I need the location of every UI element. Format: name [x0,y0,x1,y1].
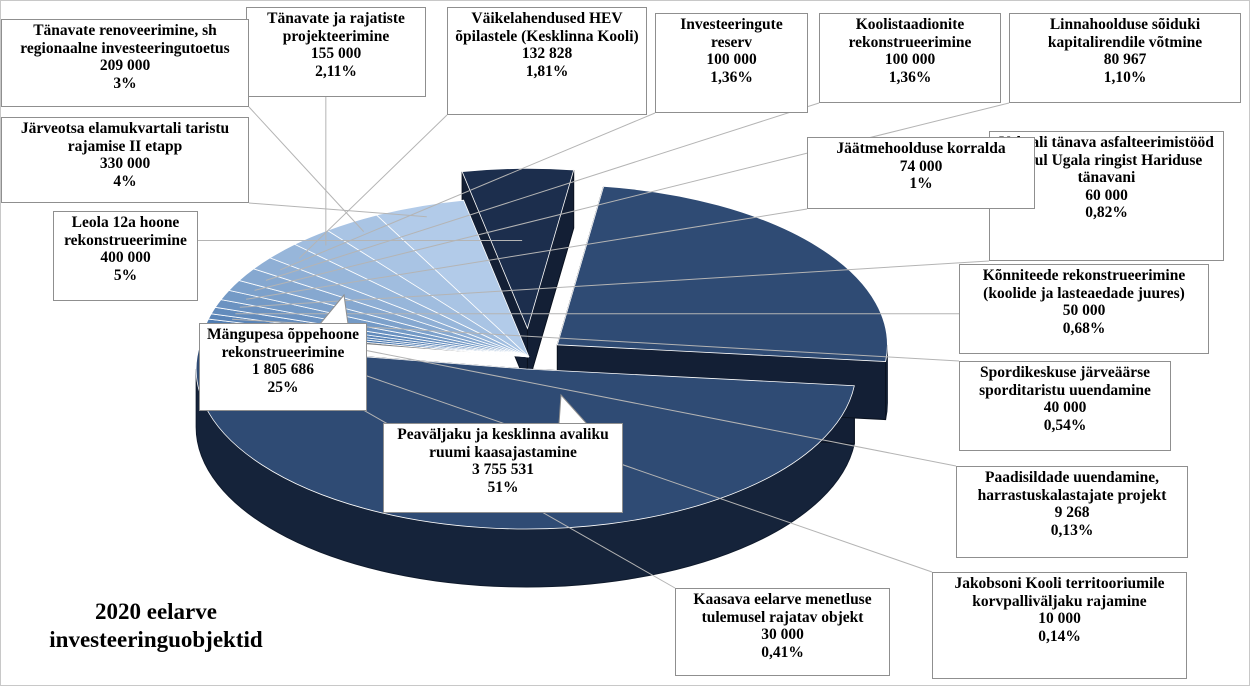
data-label-value: 80 967 [1103,51,1147,68]
leader-line-vaksali [239,260,990,308]
data-label-name: Jäätmehoolduse korralda [836,140,1006,157]
data-label-value: 3 755 531 [472,461,534,478]
data-label-mangupesa: Mängupesa õppehoone rekonstrueerimine 1 8… [199,323,367,411]
data-label-value: 60 000 [1085,186,1128,204]
data-label-percent: 1,36% [888,68,932,86]
data-label-jarveotsa: Järveotsa elamukvartali taristu rajamise… [1,117,249,203]
data-label-value: 1 805 686 [252,361,314,378]
data-label-vaikelahendused: Väikelahendused HEV õpilastele (Kesklinn… [447,7,647,115]
slice-mangupesa [556,185,888,362]
chart-title: 2020 eelarve investeeringuobjektid [49,599,263,652]
data-label-value: 209 000 [99,57,151,74]
data-label-percent: 0,41% [761,643,804,661]
data-label-percent: 1% [909,175,933,192]
data-label-percent: 0,82% [1085,204,1128,221]
data-label-jakobsoni: Jakobsoni Kooli territooriumile korvpall… [932,572,1187,679]
data-label-name: Linnahoolduse sõiduki kapitalirendile võ… [1047,16,1203,51]
data-label-investeeringute: Investeeringute reserv 100 000 1,36% [655,13,808,113]
data-label-linnahoolduse: Linnahoolduse sõiduki kapitalirendile võ… [1009,13,1241,103]
data-label-value: 155 000 [310,45,362,62]
data-label-tanavate-rajatiste: Tänavate ja rajatiste projekteerimine 155… [246,7,426,97]
data-label-percent: 3% [113,74,137,92]
data-label-name: Tänavate renoveerimine, sh regionaalne i… [20,22,230,57]
data-label-percent: 1,10% [1103,68,1147,86]
data-label-name: Vaksali tänava asfalteerimistööd lõigul … [999,134,1214,186]
data-label-kaasava: Kaasava eelarve menetluse tulemusel raja… [675,588,890,676]
data-label-value: 400 000 [100,249,151,266]
data-label-name: Kõnniteede rekonstrueerimine (koolide ja… [982,267,1186,302]
data-label-name: Koolistaadionite rekonstrueerimine [848,16,972,51]
data-label-value: 30 000 [761,626,804,643]
data-label-percent: 4% [113,172,137,190]
data-label-percent: 0,54% [1043,416,1087,434]
data-label-percent: 0,13% [1050,521,1094,539]
leader-line-vaikelahendused [298,114,448,259]
data-label-leola: Leola 12a hoone rekonstrueerimine 400 000… [53,211,198,301]
data-label-name: Tänavate ja rajatiste projekteerimine [267,10,405,45]
data-label-value: 330 000 [99,155,151,172]
data-label-name: Spordikeskuse järveäärse sporditaristu u… [979,364,1151,399]
data-label-jaatmehoolduse: Jäätmehoolduse korralda 74 000 1% [807,137,1035,209]
data-label-value: 10 000 [1038,610,1081,627]
data-label-name: Jakobsoni Kooli territooriumile korvpall… [954,575,1165,610]
leader-line-linnahoolduse [254,102,1010,291]
data-label-name: Kaasava eelarve menetluse tulemusel raja… [693,591,872,626]
data-label-name: Väikelahendused HEV õpilastele (Kesklinn… [455,10,639,45]
leader-line-investeeringute [280,112,656,271]
leader-line-koolistaadionite [265,102,820,281]
data-label-percent: 5% [113,266,138,284]
leader-line-tanavate-renoveerimine [248,106,365,232]
data-label-value: 74 000 [899,157,943,175]
data-label-name: Peaväljaku ja kesklinna avaliku ruumi ka… [397,426,609,461]
data-label-percent: 1,81% [525,62,569,80]
leader-line-jaatmehoolduse [246,208,808,300]
data-label-percent: 51% [487,478,519,496]
data-label-name: Investeeringute reserv [680,16,783,51]
data-label-value: 50 000 [1062,302,1106,319]
data-label-spordikeskuse: Spordikeskuse järveäärse sporditaristu u… [959,361,1171,451]
data-label-tanavate-renoveerimine: Tänavate renoveerimine, sh regionaalne i… [1,19,249,107]
slice-jarveotsa [375,199,530,358]
data-label-percent: 25% [267,378,299,396]
data-label-percent: 0,14% [1038,627,1081,645]
data-label-percent: 2,11% [315,62,357,80]
data-label-name: Paadisildade uuendamine, harrastuskalast… [977,469,1167,504]
data-label-value: 9 268 [1054,504,1090,521]
data-label-konniteede: Kõnniteede rekonstrueerimine (koolide ja… [959,264,1209,354]
data-label-percent: 1,36% [710,68,753,86]
leader-line-jarveotsa [248,202,427,218]
data-label-name: Järveotsa elamukvartali taristu rajamise… [20,120,230,155]
data-label-paadisildade: Paadisildade uuendamine, harrastuskalast… [956,466,1188,558]
data-label-value: 100 000 [884,51,936,68]
data-label-name: Leola 12a hoone rekonstrueerimine [64,214,187,249]
data-label-peavaljaku: Peaväljaku ja kesklinna avaliku ruumi ka… [383,423,623,513]
data-label-value: 100 000 [706,51,757,68]
data-label-koolistaadionite: Koolistaadionite rekonstrueerimine 100 00… [819,13,1001,103]
data-label-value: 40 000 [1043,399,1087,416]
data-label-name: Mängupesa õppehoone rekonstrueerimine [206,326,360,361]
data-label-percent: 0,68% [1062,319,1106,337]
data-label-value: 132 828 [521,45,573,62]
